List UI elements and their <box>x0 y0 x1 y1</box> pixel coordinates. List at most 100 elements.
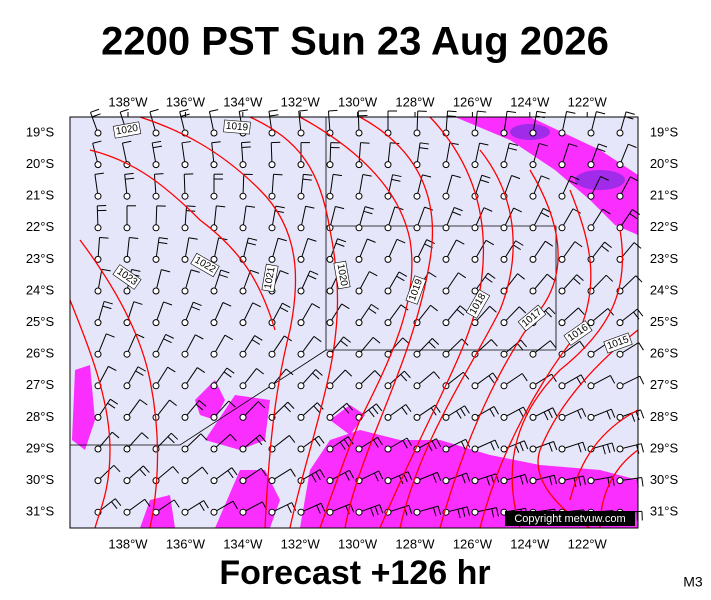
barb-staff <box>474 473 497 482</box>
barb-staff <box>97 301 105 323</box>
isobar <box>511 229 624 529</box>
barb-staff <box>474 175 483 197</box>
station <box>152 224 160 232</box>
barb-feather <box>396 275 405 282</box>
barb-staff <box>181 142 186 165</box>
station <box>152 350 160 358</box>
station <box>326 192 334 200</box>
barb-staff <box>561 340 581 355</box>
barb-feather <box>224 334 234 341</box>
barb-feather <box>547 409 553 419</box>
barb-feather <box>486 476 490 486</box>
barb-feather <box>601 245 609 252</box>
station <box>355 224 363 232</box>
station <box>210 192 218 200</box>
barb-feather <box>254 335 263 341</box>
lat-label-right: 30°S <box>650 472 679 487</box>
station <box>123 508 131 516</box>
isobar-tag-box <box>465 289 491 319</box>
barb-feather <box>600 175 609 181</box>
barb-staff <box>300 435 320 450</box>
barb-feather <box>548 306 556 315</box>
station <box>152 192 160 200</box>
barb-staff <box>213 433 231 450</box>
precip-area <box>330 405 365 435</box>
station <box>239 161 247 169</box>
barb-staff <box>242 401 259 418</box>
isobar-label: 1020 <box>335 263 350 287</box>
isobar <box>569 409 639 501</box>
barb-feather <box>311 474 317 483</box>
station <box>181 508 189 516</box>
barb-feather <box>609 375 616 384</box>
barb-feather <box>610 408 616 418</box>
barb-feather <box>368 307 377 314</box>
lat-label-right: 23°S <box>650 251 679 266</box>
barb-feather <box>91 113 101 118</box>
barb-feather <box>362 174 372 177</box>
barb-feather <box>374 370 382 378</box>
barb-feather <box>377 437 383 446</box>
barb-feather <box>577 410 582 419</box>
barb-feather <box>229 433 237 442</box>
barb-feather <box>320 503 326 512</box>
barb-feather <box>332 173 343 177</box>
barb-staff <box>358 436 378 450</box>
lon-label-bottom: 122°W <box>568 536 608 551</box>
barb-staff <box>416 206 425 228</box>
barb-feather <box>347 436 354 445</box>
barb-feather <box>371 303 380 310</box>
station <box>268 508 276 516</box>
barb-feather <box>203 500 209 509</box>
barb-feather <box>101 268 111 272</box>
barb-feather <box>152 140 162 144</box>
barb-feather <box>111 431 120 439</box>
barb-feather <box>447 110 457 113</box>
barb-feather <box>400 373 408 382</box>
station <box>239 287 247 295</box>
barb-staff <box>242 237 249 260</box>
barb-staff <box>155 237 160 260</box>
barb-staff <box>242 501 263 513</box>
barb-staff <box>179 111 186 134</box>
barb-feather <box>369 271 378 277</box>
station <box>413 413 421 421</box>
station <box>297 255 305 263</box>
station <box>529 192 537 200</box>
station <box>297 508 305 516</box>
barb-staff <box>155 301 164 323</box>
barb-staff <box>503 373 523 387</box>
barb-staff <box>387 437 408 450</box>
barb-feather <box>368 409 375 418</box>
barb-staff <box>184 269 192 292</box>
isobar-tag-box <box>112 264 142 290</box>
barb-feather <box>312 372 320 380</box>
barb-staff <box>387 337 404 355</box>
barb-staff <box>445 338 463 355</box>
isobar-tag-box <box>333 260 351 290</box>
station <box>181 161 189 169</box>
barb-feather <box>255 437 263 446</box>
barb-feather <box>604 241 612 248</box>
lat-label-right: 26°S <box>650 346 679 361</box>
barb-feather <box>99 236 109 239</box>
barb-feather <box>447 115 457 118</box>
lon-label-bottom: 130°W <box>338 536 378 551</box>
barb-staff <box>329 503 351 513</box>
barb-feather <box>257 401 266 409</box>
barb-feather <box>487 272 496 279</box>
station <box>123 382 131 390</box>
barb-staff <box>387 271 400 292</box>
station <box>181 255 189 263</box>
barb-staff <box>590 143 599 165</box>
station <box>94 161 102 169</box>
station <box>558 445 566 453</box>
station <box>326 508 334 516</box>
lon-label-bottom: 136°W <box>166 536 206 551</box>
barb-feather <box>209 109 219 112</box>
station <box>152 161 160 169</box>
lat-label-right: 29°S <box>650 440 679 455</box>
barb-staff <box>532 373 552 387</box>
barb-staff <box>242 174 245 197</box>
barb-feather <box>113 464 121 473</box>
